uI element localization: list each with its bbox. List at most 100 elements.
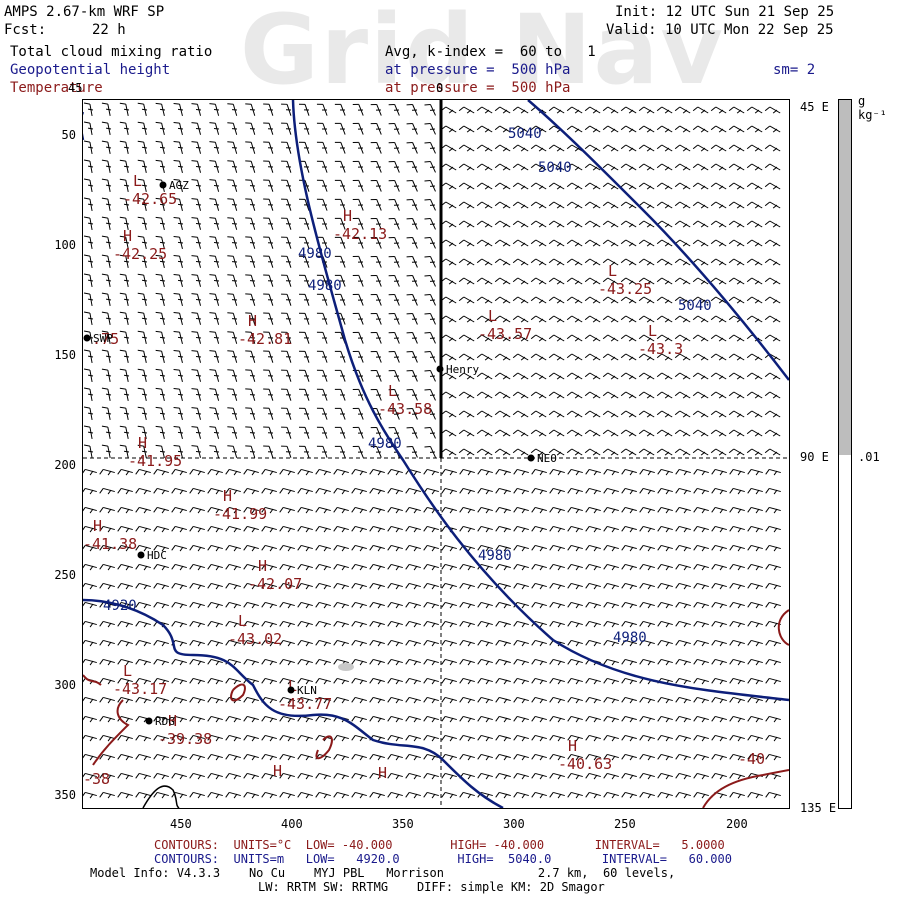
wind-barb: [245, 369, 256, 382]
y-tick-label: 100: [54, 238, 76, 252]
temperature-marker: L-43.25: [598, 262, 652, 298]
wind-barb: [207, 525, 223, 533]
temperature-extreme-letter: L: [488, 307, 497, 325]
wind-barb: [316, 293, 328, 306]
wind-barb: [585, 582, 601, 590]
wind-barb: [603, 525, 619, 533]
wind-barb: [746, 277, 763, 285]
wind-barb: [119, 406, 130, 420]
wind-barb: [245, 198, 256, 211]
temperature-value: -42.81: [238, 330, 292, 348]
station-name: HDC: [147, 549, 167, 562]
wind-barb: [602, 296, 619, 304]
wind-barb: [711, 468, 727, 476]
wind-barb: [729, 620, 745, 628]
wind-barb: [549, 468, 565, 476]
wind-barb: [602, 353, 619, 361]
wind-barb: [101, 425, 112, 439]
wind-barb: [245, 160, 256, 173]
wind-barb: [387, 487, 403, 495]
wind-barb: [83, 772, 97, 780]
wind-barb: [746, 353, 763, 361]
temperature-marker: H-42.07: [248, 557, 302, 593]
wind-barb: [764, 391, 781, 399]
wind-barb: [99, 715, 115, 723]
wind-barb: [458, 106, 475, 114]
wind-barb: [279, 753, 295, 761]
wind-barb: [584, 125, 601, 133]
wind-barb: [692, 201, 709, 209]
wind-barb: [423, 772, 439, 780]
wind-barb: [476, 144, 493, 152]
wind-barb: [764, 315, 781, 323]
temp-contour-b: [92, 699, 130, 766]
wind-barb: [99, 468, 115, 476]
wind-barb: [117, 696, 133, 704]
wind-barb: [227, 122, 238, 135]
wind-barb: [531, 544, 547, 552]
wind-barb: [513, 715, 529, 723]
wind-barb: [602, 125, 619, 133]
wind-barb: [227, 407, 238, 420]
wind-barb: [513, 544, 529, 552]
wind-barb: [101, 235, 112, 249]
wind-barb: [83, 349, 94, 363]
wind-barb: [656, 182, 673, 190]
wind-barb: [567, 525, 583, 533]
wind-barb: [83, 444, 94, 458]
y-tick-label: 300: [54, 678, 76, 692]
wind-barb: [117, 677, 133, 685]
wind-barb: [153, 525, 169, 533]
wind-barb: [693, 601, 709, 609]
wind-barb: [243, 639, 259, 647]
init-time: Init: 12 UTC Sun 21 Sep 25: [615, 4, 835, 20]
wind-barb: [227, 388, 238, 401]
wind-barb: [191, 179, 202, 192]
wind-barb: [711, 506, 727, 514]
wind-barb: [495, 658, 511, 666]
wind-barb: [315, 772, 331, 780]
wind-barb: [316, 407, 328, 420]
wind-barb: [549, 487, 565, 495]
temperature-extreme-letter: L: [238, 612, 247, 630]
wind-barb: [729, 582, 745, 590]
wind-barb: [334, 141, 346, 154]
wind-barb: [746, 220, 763, 228]
wind-barb: [764, 334, 781, 342]
wind-barb: [476, 201, 493, 209]
wind-barb: [674, 334, 691, 342]
wind-barb: [584, 410, 601, 418]
wind-barb: [657, 658, 673, 666]
wind-barb: [279, 658, 295, 666]
wind-barb: [352, 255, 364, 268]
temperature-marker: H-41.38: [83, 517, 137, 553]
wind-barb: [494, 163, 511, 171]
wind-barb: [388, 369, 400, 382]
wind-barb: [333, 468, 349, 476]
wind-barb: [639, 563, 655, 571]
wind-barb: [207, 715, 223, 723]
wind-barb: [711, 696, 727, 704]
wind-barb: [531, 772, 547, 780]
wind-barb: [315, 544, 331, 552]
temperature-extreme-letter: H: [93, 517, 102, 535]
wind-barb: [638, 163, 655, 171]
wind-barb: [281, 331, 292, 344]
wind-barb: [424, 389, 436, 401]
wind-barb: [603, 753, 619, 761]
wind-barb: [209, 236, 220, 249]
wind-barb: [459, 582, 475, 590]
wind-barb: [387, 772, 403, 780]
wind-barb: [424, 294, 436, 306]
temperature-marker: H: [273, 762, 282, 780]
wind-barb: [315, 487, 331, 495]
wind-barb: [765, 639, 781, 647]
wind-barb: [334, 369, 346, 382]
wind-barb: [119, 368, 130, 382]
wind-barb: [155, 368, 166, 382]
wind-barb: [370, 388, 382, 401]
wind-barb: [369, 487, 385, 495]
wind-barb: [117, 620, 133, 628]
wind-barb: [101, 330, 112, 344]
wind-barb: [495, 791, 511, 799]
